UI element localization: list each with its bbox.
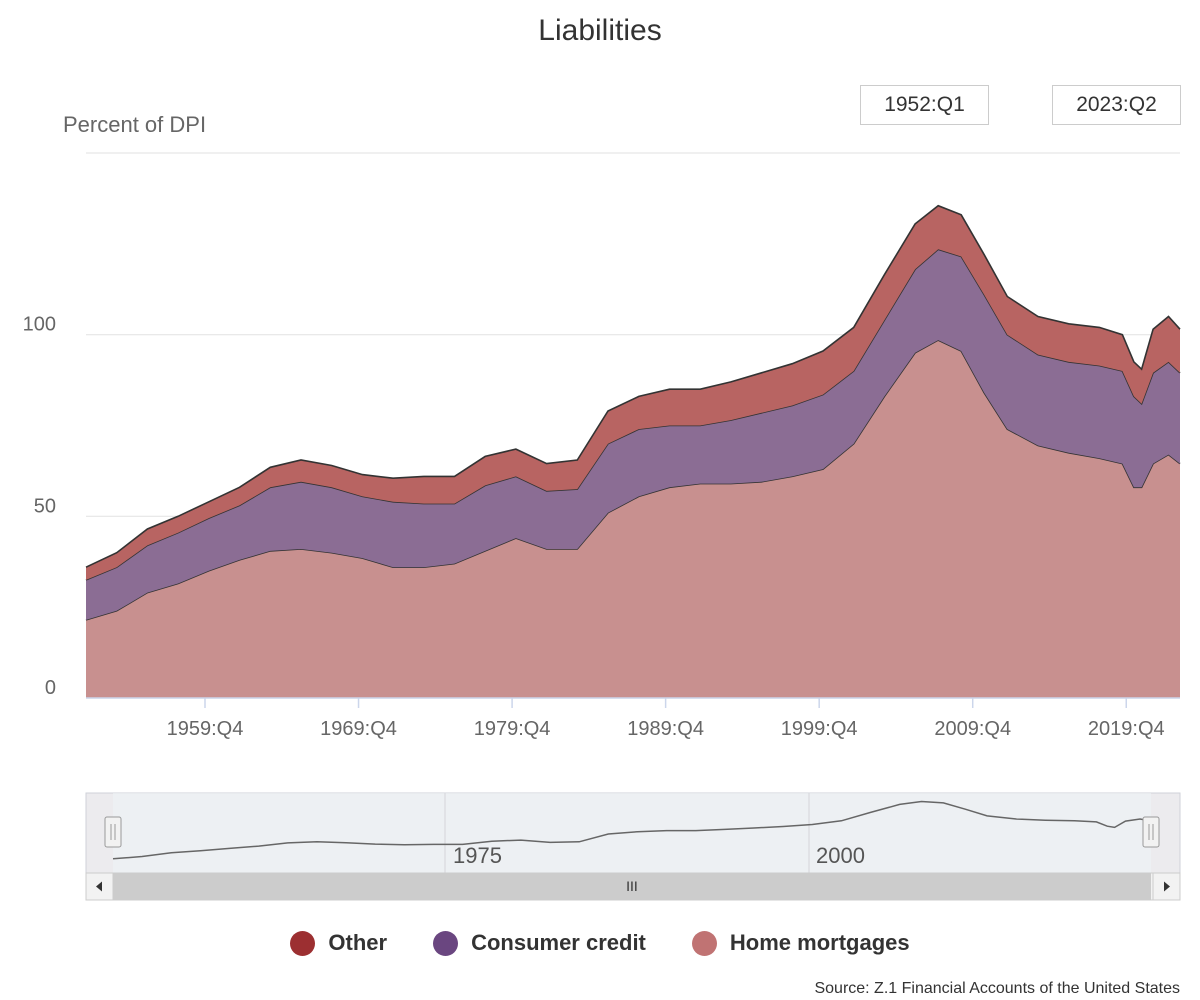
navigator-label: 1975	[453, 843, 502, 868]
y-tick-label: 0	[45, 677, 56, 699]
arrow-right-icon	[1164, 881, 1170, 892]
navigator-label: 2000	[816, 843, 865, 868]
x-tick-label: 1979:Q4	[474, 718, 551, 740]
axes: 0 50 100 1959:Q4 1969:Q4 1979:Q4 1989:Q4 1999:Q…	[23, 314, 1180, 740]
legend-item-consumer-credit[interactable]: Consumer credit	[433, 930, 646, 956]
area-other	[86, 205, 1180, 580]
scroll-left-button[interactable]	[85, 872, 114, 901]
legend: Other Consumer credit Home mortgages	[0, 930, 1200, 956]
legend-swatch-consumer-credit	[433, 930, 459, 956]
navigator[interactable]: 1975 2000	[85, 792, 1181, 874]
x-tick-label: 1999:Q4	[781, 718, 858, 740]
x-tick-label: 1969:Q4	[320, 718, 397, 740]
legend-item-home-mortgages[interactable]: Home mortgages	[691, 930, 910, 956]
legend-item-other[interactable]: Other	[290, 930, 387, 956]
legend-label: Other	[328, 930, 388, 955]
scrollbar-grip: III	[626, 878, 638, 894]
legend-swatch-home-mortgages	[691, 930, 717, 956]
scrollbar-thumb[interactable]	[113, 873, 1151, 900]
navigator-right-handle[interactable]	[1142, 816, 1160, 848]
legend-label: Home mortgages	[729, 930, 910, 955]
navigator-left-handle[interactable]	[104, 816, 122, 848]
scroll-right-button[interactable]	[1152, 872, 1181, 901]
x-tick-label: 1959:Q4	[167, 718, 244, 740]
y-tick-label: 50	[34, 495, 56, 517]
chart-title: Liabilities	[538, 14, 662, 47]
plot-area	[85, 204, 1181, 698]
scrollbar[interactable]: III	[85, 872, 1181, 901]
legend-label: Consumer credit	[471, 930, 646, 955]
y-tick-label: 100	[23, 314, 56, 336]
area-other-line	[85, 204, 1181, 568]
arrow-left-icon	[96, 881, 102, 892]
x-tick-label: 1989:Q4	[627, 718, 704, 740]
source-note: Source: Z.1 Financial Accounts of the Un…	[814, 980, 1180, 997]
range-start-input[interactable]: 1952:Q1	[860, 85, 989, 125]
area-consumer-credit	[86, 249, 1180, 620]
navigator-selection[interactable]	[113, 793, 1151, 873]
area-home-mortgages	[86, 340, 1180, 698]
legend-swatch-other	[290, 930, 316, 956]
y-axis-label: Percent of DPI	[63, 112, 207, 137]
x-tick-label: 2019:Q4	[1088, 718, 1165, 740]
x-tick-label: 2009:Q4	[934, 718, 1011, 740]
range-end-input[interactable]: 2023:Q2	[1052, 85, 1181, 125]
navigator-series-line	[112, 800, 1152, 860]
